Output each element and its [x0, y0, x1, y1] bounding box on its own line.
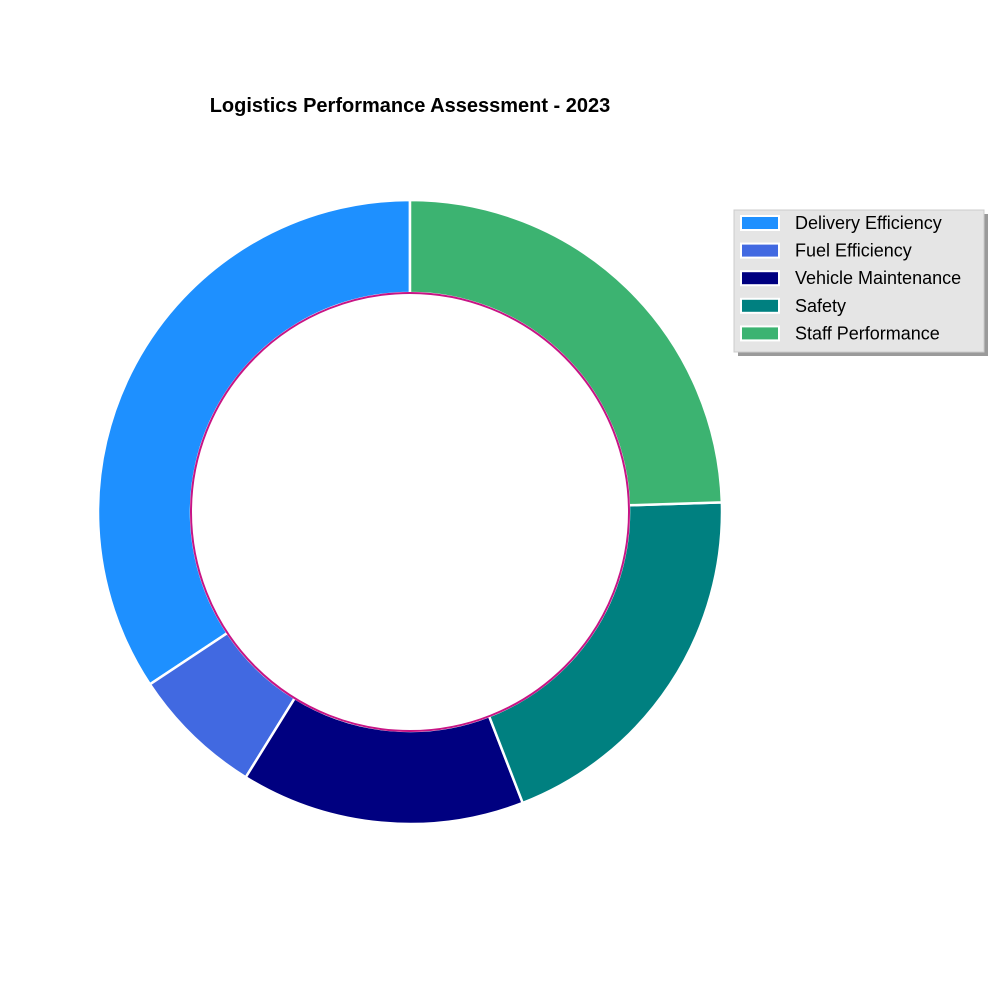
- legend-label: Staff Performance: [795, 323, 940, 343]
- legend-label: Vehicle Maintenance: [795, 268, 961, 288]
- legend-label: Fuel Efficiency: [795, 241, 912, 261]
- donut-slices: [96, 198, 724, 826]
- legend-swatch: [740, 270, 780, 287]
- legend-swatch: [740, 297, 780, 314]
- legend-swatch: [740, 215, 780, 231]
- chart-title: Logistics Performance Assessment - 2023: [210, 95, 611, 117]
- legend-entries: Delivery Efficiency Fuel Efficiency Vehicl…: [740, 213, 961, 343]
- legend-label: Delivery Efficiency: [795, 213, 942, 233]
- donut-inner-ring: [190, 292, 630, 732]
- legend-swatch: [740, 242, 780, 259]
- legend-swatch: [740, 325, 780, 342]
- legend-label: Safety: [795, 296, 846, 316]
- legend: Delivery Efficiency Fuel Efficiency Vehicl…: [733, 209, 988, 356]
